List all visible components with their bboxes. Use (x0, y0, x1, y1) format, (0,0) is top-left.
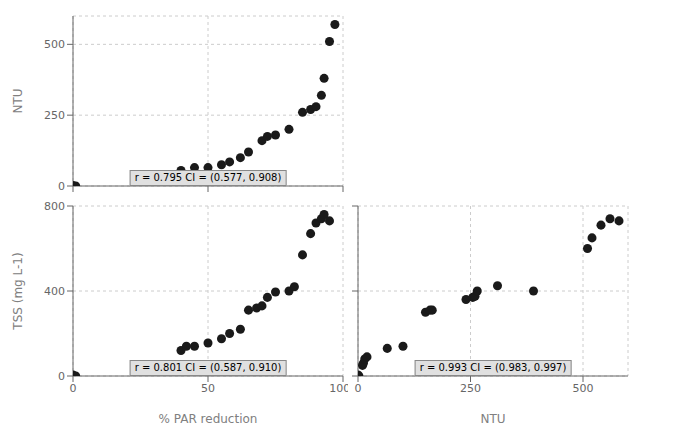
svg-text:100: 100 (329, 382, 348, 395)
svg-text:% PAR reduction: % PAR reduction (159, 412, 258, 426)
svg-text:500: 500 (44, 38, 65, 51)
html-text:r = 0.795 CI = (0.577, 0.908): r = 0.795 CI = (0.577, 0.908) (134, 172, 282, 183)
svg-text:0: 0 (70, 382, 77, 395)
svg-text:800: 800 (44, 200, 65, 213)
svg-text:0: 0 (58, 180, 65, 193)
svg-text:250: 250 (460, 382, 481, 395)
svg-text:50: 50 (201, 382, 215, 395)
html-text:r = 0.993 CI = (0.983, 0.997): r = 0.993 CI = (0.983, 0.997) (419, 362, 567, 373)
svg-text:TSS (mg L-1): TSS (mg L-1) (11, 252, 25, 330)
svg-text:0: 0 (355, 382, 362, 395)
html-text:r = 0.801 CI = (0.587, 0.910): r = 0.801 CI = (0.587, 0.910) (134, 362, 282, 373)
svg-text:400: 400 (44, 285, 65, 298)
svg-text:500: 500 (573, 382, 594, 395)
svg-text:250: 250 (44, 109, 65, 122)
svg-text:NTU: NTU (11, 88, 25, 113)
svg-text:NTU: NTU (480, 412, 505, 426)
svg-text:0: 0 (58, 370, 65, 383)
